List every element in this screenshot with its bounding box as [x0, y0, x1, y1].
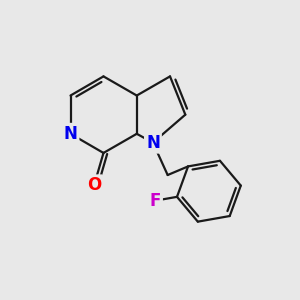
Text: N: N [64, 125, 77, 143]
Text: F: F [150, 192, 161, 210]
Text: O: O [87, 176, 101, 194]
Text: N: N [146, 134, 160, 152]
